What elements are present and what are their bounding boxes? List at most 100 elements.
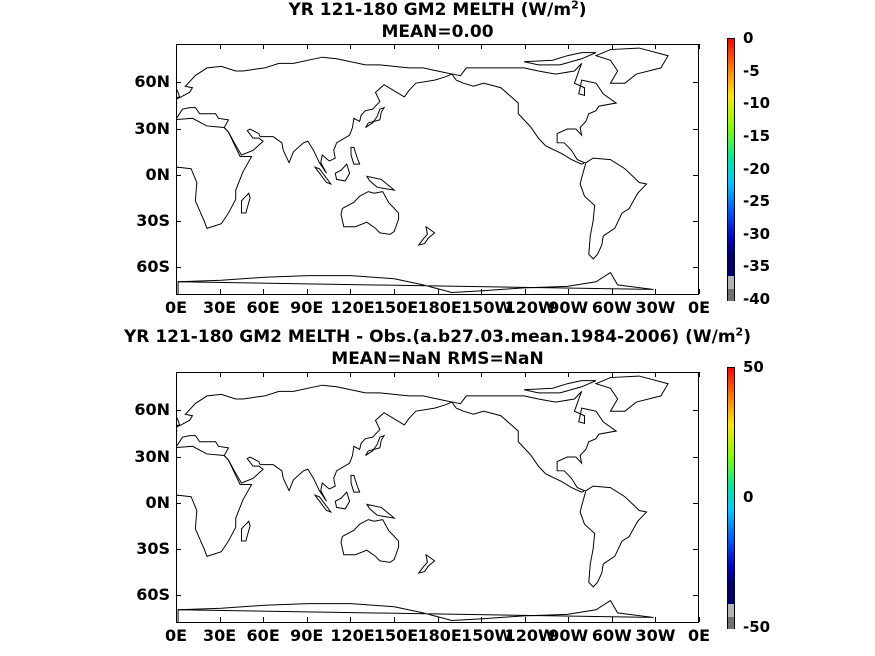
colorbar-undef-light xyxy=(728,604,734,617)
colorbar-label: -40 xyxy=(743,290,771,308)
coastline-sumatra xyxy=(313,494,333,513)
lat-tick xyxy=(176,221,181,223)
lon-tick xyxy=(437,44,439,49)
lon-tick xyxy=(350,617,352,622)
lon-tick xyxy=(568,617,570,622)
lon-label: 120W xyxy=(504,298,556,317)
lat-label: 0N xyxy=(145,492,170,512)
lon-tick xyxy=(219,289,221,294)
coastline-africa-west xyxy=(177,445,253,557)
colorbar-undef-light xyxy=(728,276,734,289)
colorbar-label: -30 xyxy=(743,224,771,243)
lon-label: 30E xyxy=(202,626,237,645)
coastline-arcticisles xyxy=(523,52,597,66)
coastline-australia xyxy=(340,191,400,235)
colorbar-gradient xyxy=(728,39,734,276)
coastline-arcticisles xyxy=(523,380,597,394)
coastline-africa-west xyxy=(177,117,253,229)
lon-tick xyxy=(655,617,657,622)
lat-label: 60S xyxy=(136,257,170,277)
lon-tick xyxy=(263,372,265,377)
lon-label: 30W xyxy=(635,626,676,645)
lon-tick xyxy=(393,372,395,377)
lon-label: 150E xyxy=(373,298,419,317)
lon-tick xyxy=(263,289,265,294)
lat-tick xyxy=(693,595,698,597)
panel1-subtitle: MEAN=0.00 xyxy=(381,22,494,42)
lat-tick xyxy=(693,456,698,458)
lon-tick xyxy=(481,617,483,622)
lon-label: 0E xyxy=(687,298,711,317)
colorbar-label: -10 xyxy=(743,94,771,113)
lon-tick xyxy=(437,372,439,377)
panel2-title-sup: 2 xyxy=(735,325,744,339)
lat-tick xyxy=(176,174,181,176)
lat-tick xyxy=(693,82,698,84)
coastline-antarctica xyxy=(177,599,654,622)
lon-label: 30W xyxy=(635,298,676,317)
panel1-title-close: ) xyxy=(578,0,587,20)
lat-label: 30N xyxy=(134,118,170,138)
colorbar-label: -5 xyxy=(743,61,760,80)
lon-tick xyxy=(699,372,700,377)
lat-label: 60S xyxy=(136,585,170,605)
coastline-samerica xyxy=(579,485,648,588)
lon-tick xyxy=(481,372,483,377)
panel1-title-text: YR 121-180 GM2 MELTH (W/m xyxy=(288,0,572,20)
panel1-colorbar xyxy=(727,38,735,301)
coastline-newguinea xyxy=(365,175,396,191)
coastline-japan xyxy=(365,434,386,456)
panel2-colorbar xyxy=(727,367,735,629)
lat-tick xyxy=(176,410,181,412)
lon-tick xyxy=(611,617,613,622)
lon-tick xyxy=(219,44,221,49)
lon-tick xyxy=(524,44,526,49)
lon-label: 150W xyxy=(461,298,513,317)
lat-tick xyxy=(693,267,698,269)
colorbar-label: -20 xyxy=(743,159,771,178)
coastline-madagascar xyxy=(240,192,251,214)
lat-tick xyxy=(176,595,181,597)
coastline-uk-west xyxy=(177,88,181,98)
colorbar-label: -50 xyxy=(743,618,771,636)
lon-label: 60E xyxy=(246,298,280,317)
coastline-madagascar xyxy=(240,520,251,542)
coastline-newguinea xyxy=(365,503,396,519)
coastline-samerica xyxy=(579,157,648,260)
panel2-map xyxy=(176,372,699,623)
coastline-europe-west xyxy=(177,384,454,502)
lon-label: 60W xyxy=(591,298,632,317)
coastline-antarctica xyxy=(177,271,654,294)
lat-label: 30N xyxy=(134,446,170,466)
lon-tick xyxy=(306,44,308,49)
lon-tick xyxy=(699,289,700,294)
coastline-philippines xyxy=(350,474,361,493)
lat-tick xyxy=(176,128,181,130)
lon-tick xyxy=(176,289,177,294)
lon-tick xyxy=(568,44,570,49)
coastline-philippines xyxy=(350,146,361,165)
lon-tick xyxy=(350,44,352,49)
lon-tick xyxy=(350,372,352,377)
panel2-title: YR 121-180 GM2 MELTH - Obs.(a.b27.03.mea… xyxy=(0,325,875,347)
lon-tick xyxy=(481,44,483,49)
panel2-title-close: ) xyxy=(743,327,751,347)
coastline-sumatra xyxy=(313,166,333,185)
lon-tick xyxy=(393,289,395,294)
lat-tick xyxy=(176,82,181,84)
lon-tick xyxy=(524,617,526,622)
panel1-title: YR 121-180 GM2 MELTH (W/m2) xyxy=(0,0,875,20)
coastline-australia xyxy=(340,519,400,563)
lat-tick xyxy=(176,267,181,269)
lon-label: 60E xyxy=(246,626,280,645)
lon-tick xyxy=(524,289,526,294)
coastline-uk-west xyxy=(177,416,181,426)
panel1-title-sup: 2 xyxy=(571,0,579,12)
lat-label: 30S xyxy=(136,539,170,559)
coastline-japan xyxy=(365,106,386,128)
coastline-nz xyxy=(417,553,436,574)
coastline-map xyxy=(177,375,669,622)
lon-label: 30E xyxy=(202,298,237,317)
lon-tick xyxy=(437,617,439,622)
lat-tick xyxy=(693,221,698,223)
